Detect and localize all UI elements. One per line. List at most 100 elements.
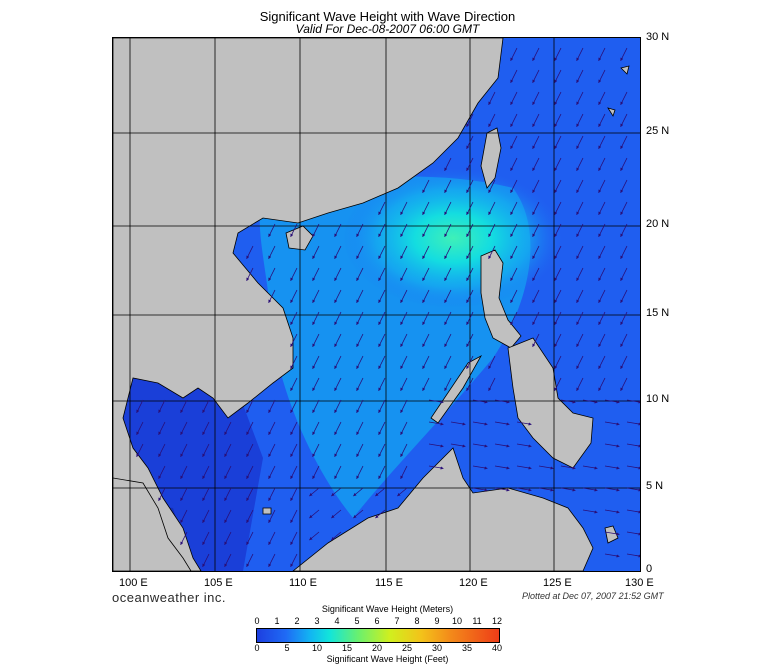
oceanweather-logo: oceanweather inc. — [112, 590, 227, 605]
wave-arrow — [554, 267, 562, 282]
wave-arrow — [290, 333, 298, 348]
wave-arrow — [180, 531, 188, 546]
wave-arrow — [626, 487, 640, 492]
wave-arrow — [516, 487, 532, 492]
wave-arrow — [268, 399, 276, 414]
wave-arrow — [290, 509, 298, 524]
wave-arrow — [494, 487, 510, 492]
philippines-central — [507, 337, 594, 469]
wave-arrow — [598, 179, 606, 194]
wave-arrow — [620, 377, 628, 392]
wave-arrow — [554, 179, 562, 194]
wave-arrow — [444, 267, 452, 282]
wave-arrow — [224, 421, 232, 436]
wave-arrow — [353, 487, 364, 497]
wave-arrow — [554, 355, 562, 370]
colorbar-title-meters: Significant Wave Height (Meters) — [321, 604, 454, 614]
wave-arrow — [488, 355, 496, 370]
wave-arrow — [510, 223, 518, 238]
lat-label-25n: 25 N — [646, 125, 670, 137]
lat-label-30n: 30 N — [646, 31, 670, 43]
wave-arrow — [334, 311, 342, 326]
wave-arrow — [598, 377, 606, 392]
wave-arrow — [576, 333, 584, 348]
wave-arrow — [560, 399, 576, 404]
wave-arrow — [356, 399, 364, 414]
wave-arrow — [576, 289, 584, 304]
feet-tick: 0 — [254, 643, 260, 653]
wave-arrow — [604, 553, 620, 558]
wave-arrow — [422, 289, 430, 304]
lon-label-100e: 100 E — [119, 577, 148, 589]
wave-arrow — [532, 333, 540, 348]
land-masses — [113, 38, 630, 571]
wave-arrow — [268, 421, 276, 436]
wave-arrow — [422, 267, 430, 282]
wave-arrow — [598, 311, 606, 326]
wave-arrow — [488, 91, 496, 106]
wave-arrow — [494, 399, 510, 404]
wave-arrow — [268, 267, 276, 282]
meter-tick: 10 — [451, 616, 462, 626]
meter-tick: 4 — [334, 616, 340, 626]
wave-arrow — [532, 69, 540, 84]
wave-arrow — [378, 465, 386, 480]
wave-arrow — [604, 465, 620, 470]
wave-arrow — [400, 289, 408, 304]
wave-arrow — [224, 553, 232, 568]
wave-arrow — [444, 289, 452, 304]
wave-arrow — [400, 311, 408, 326]
wave-arrow — [268, 289, 276, 304]
wave-arrow — [510, 179, 518, 194]
wave-arrow — [516, 421, 532, 426]
wave-arrow — [246, 509, 254, 524]
wave-arrow — [400, 465, 408, 480]
wave-arrow — [224, 443, 232, 458]
wave-arrow — [224, 465, 232, 480]
wave-arrow — [422, 377, 430, 392]
wave-arrow — [378, 267, 386, 282]
wave-arrow — [532, 245, 540, 260]
wave-arrow — [290, 311, 298, 326]
wave-arrow — [378, 223, 386, 238]
wave-arrow — [576, 157, 584, 172]
wave-arrow — [246, 487, 254, 502]
wave-arrow — [516, 443, 532, 448]
meter-tick: 8 — [414, 616, 420, 626]
lon-label-105e: 105 E — [204, 577, 233, 589]
wave-arrow — [494, 465, 510, 470]
wave-arrow — [224, 509, 232, 524]
lon-label-120e: 120 E — [459, 577, 488, 589]
wave-arrow — [290, 553, 298, 568]
wave-arrow — [422, 355, 430, 370]
wave-arrow — [532, 267, 540, 282]
wave-arrow — [356, 443, 364, 458]
wave-arrow — [576, 91, 584, 106]
wave-arrow — [312, 421, 320, 436]
wave-arrow — [158, 443, 166, 458]
wave-arrow — [268, 245, 276, 260]
feet-tick: 30 — [431, 643, 442, 653]
lon-label-115e: 115 E — [375, 577, 403, 589]
lon-label-130e: 130 E — [625, 577, 654, 589]
wave-arrow — [532, 311, 540, 326]
wave-arrow — [312, 311, 320, 326]
feet-tick: 20 — [371, 643, 382, 653]
wave-arrow — [400, 245, 408, 260]
wave-arrow — [554, 157, 562, 172]
wave-arrow — [334, 245, 342, 260]
wave-arrow — [378, 421, 386, 436]
wave-arrow — [444, 179, 452, 194]
wave-arrow — [400, 421, 408, 436]
wave-arrow — [554, 377, 562, 392]
wave-arrow — [620, 245, 628, 260]
feet-tick: 25 — [401, 643, 412, 653]
wave-arrow — [202, 465, 210, 480]
borneo-island — [292, 447, 594, 571]
wave-arrow — [356, 465, 364, 480]
wave-arrow — [466, 377, 474, 392]
wave-arrow — [598, 135, 606, 150]
wave-arrow — [375, 487, 386, 497]
wave-arrow — [620, 135, 628, 150]
wave-arrow — [532, 113, 540, 128]
